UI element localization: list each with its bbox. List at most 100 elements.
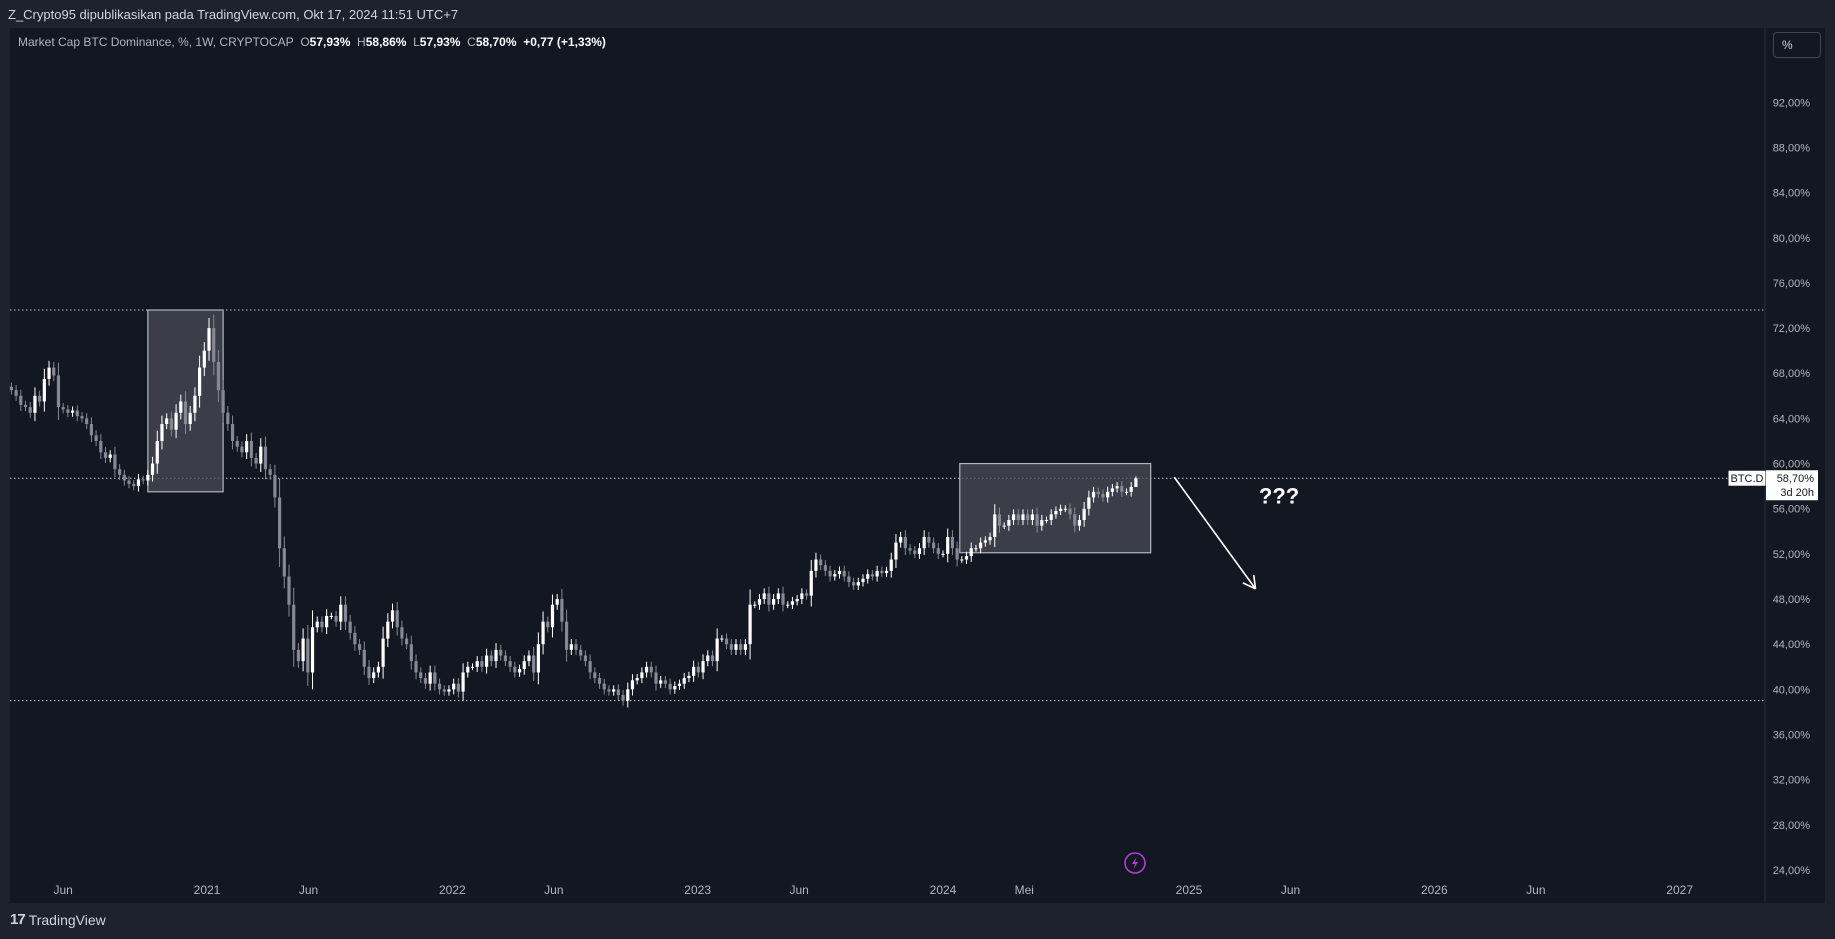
y-tick-label: 68,00%: [1773, 368, 1811, 380]
candle-body: [974, 548, 978, 550]
candle-body: [663, 680, 668, 684]
candle-body: [470, 666, 475, 668]
percent-scale-button[interactable]: %: [1773, 32, 1821, 58]
price-axis[interactable]: [1765, 28, 1825, 903]
x-tick-label: 2026: [1421, 883, 1448, 897]
candle-body: [38, 395, 42, 402]
candle-body: [221, 390, 225, 413]
close-value: 58,70%: [475, 35, 517, 49]
candle-body: [772, 599, 776, 605]
candle-body: [489, 655, 493, 662]
candle-body: [790, 601, 795, 605]
candle-body: [70, 410, 75, 413]
candle-body: [588, 661, 592, 673]
lightning-event-icon[interactable]: [1124, 852, 1146, 874]
candle-body: [372, 672, 376, 679]
candle-body: [282, 548, 286, 577]
candle-body: [983, 540, 987, 543]
open-value: 57,93%: [309, 35, 351, 49]
candle-body: [522, 661, 526, 670]
brand-name: TradingView: [28, 911, 106, 928]
x-tick-label: 2024: [930, 883, 957, 897]
candle-body: [602, 683, 606, 690]
open-label: O: [300, 35, 310, 49]
candle-body: [842, 570, 846, 577]
candle-body: [442, 689, 446, 692]
candle-body: [141, 479, 145, 481]
candle-body: [880, 570, 884, 574]
candle-body: [1096, 491, 1100, 495]
candle-body: [292, 604, 296, 650]
candle-body: [908, 548, 912, 551]
low-label: L: [413, 35, 420, 49]
candle-body: [1134, 478, 1138, 487]
y-tick-label: 40,00%: [1773, 684, 1811, 696]
candle-body: [903, 536, 907, 549]
rectangle-drawing: [959, 462, 1152, 554]
symbol-label: BTC.D: [1731, 473, 1764, 485]
candle-body: [33, 395, 37, 413]
price-label-box: [1766, 470, 1818, 501]
arrow-head: [1242, 582, 1256, 590]
candle-body: [113, 454, 117, 470]
candle-body: [108, 454, 112, 458]
candle-body: [673, 685, 677, 690]
candle-body: [212, 328, 216, 362]
candle-body: [913, 550, 917, 554]
candle-body: [875, 570, 879, 577]
candle-body: [616, 689, 620, 696]
candle-body: [1106, 491, 1110, 498]
candle-body: [781, 593, 785, 605]
candle-body: [644, 666, 649, 673]
candle-body: [795, 599, 799, 602]
candle-body: [993, 514, 997, 537]
candle-body: [485, 655, 489, 667]
candle-body: [753, 604, 757, 606]
candle-body: [579, 649, 583, 656]
candle-body: [1021, 514, 1025, 521]
candle-body: [165, 418, 169, 425]
candle-body: [804, 593, 809, 596]
x-tick-label: 2023: [684, 883, 711, 897]
candle-body: [42, 378, 46, 402]
low-value: 57,93%: [419, 35, 461, 49]
candle-body: [677, 683, 682, 686]
candle-body: [762, 593, 766, 600]
candle-body: [1087, 497, 1091, 509]
footer-brand[interactable]: 17 TradingView: [10, 911, 106, 928]
candle-body: [964, 556, 969, 560]
candle-body: [1011, 514, 1016, 521]
candle-body: [884, 570, 889, 574]
y-tick-label: 92,00%: [1773, 97, 1811, 109]
candle-body: [198, 367, 202, 396]
candle-body: [1049, 514, 1053, 521]
y-tick-label: 52,00%: [1773, 549, 1811, 561]
candle-body: [847, 576, 851, 583]
candle-body: [287, 576, 291, 605]
candle-body: [1016, 514, 1020, 521]
candle-body: [160, 424, 164, 441]
candle-body: [1124, 491, 1129, 493]
candle-body: [861, 578, 865, 583]
candle-body: [428, 672, 432, 684]
candle-body: [654, 672, 658, 684]
symbol-name: Market Cap BTC Dominance, %, 1W, CRYPTOC…: [18, 35, 294, 49]
y-tick-label: 44,00%: [1773, 639, 1811, 651]
candle-body: [47, 367, 51, 379]
candle-body: [748, 604, 752, 645]
candle-body: [776, 593, 780, 600]
x-tick-label: 2027: [1666, 883, 1693, 897]
candle-body: [362, 649, 366, 667]
candle-body: [235, 440, 239, 447]
change-value: +0,77 (+1,33%): [523, 35, 606, 49]
candle-body: [555, 599, 559, 605]
candle-body: [249, 440, 253, 458]
candle-body: [1059, 508, 1063, 511]
candle-body: [419, 672, 423, 679]
candle-body: [301, 638, 305, 662]
candle-body: [767, 593, 771, 605]
candle-body: [640, 672, 644, 679]
candle-body: [357, 644, 362, 650]
candle-body: [866, 574, 870, 579]
